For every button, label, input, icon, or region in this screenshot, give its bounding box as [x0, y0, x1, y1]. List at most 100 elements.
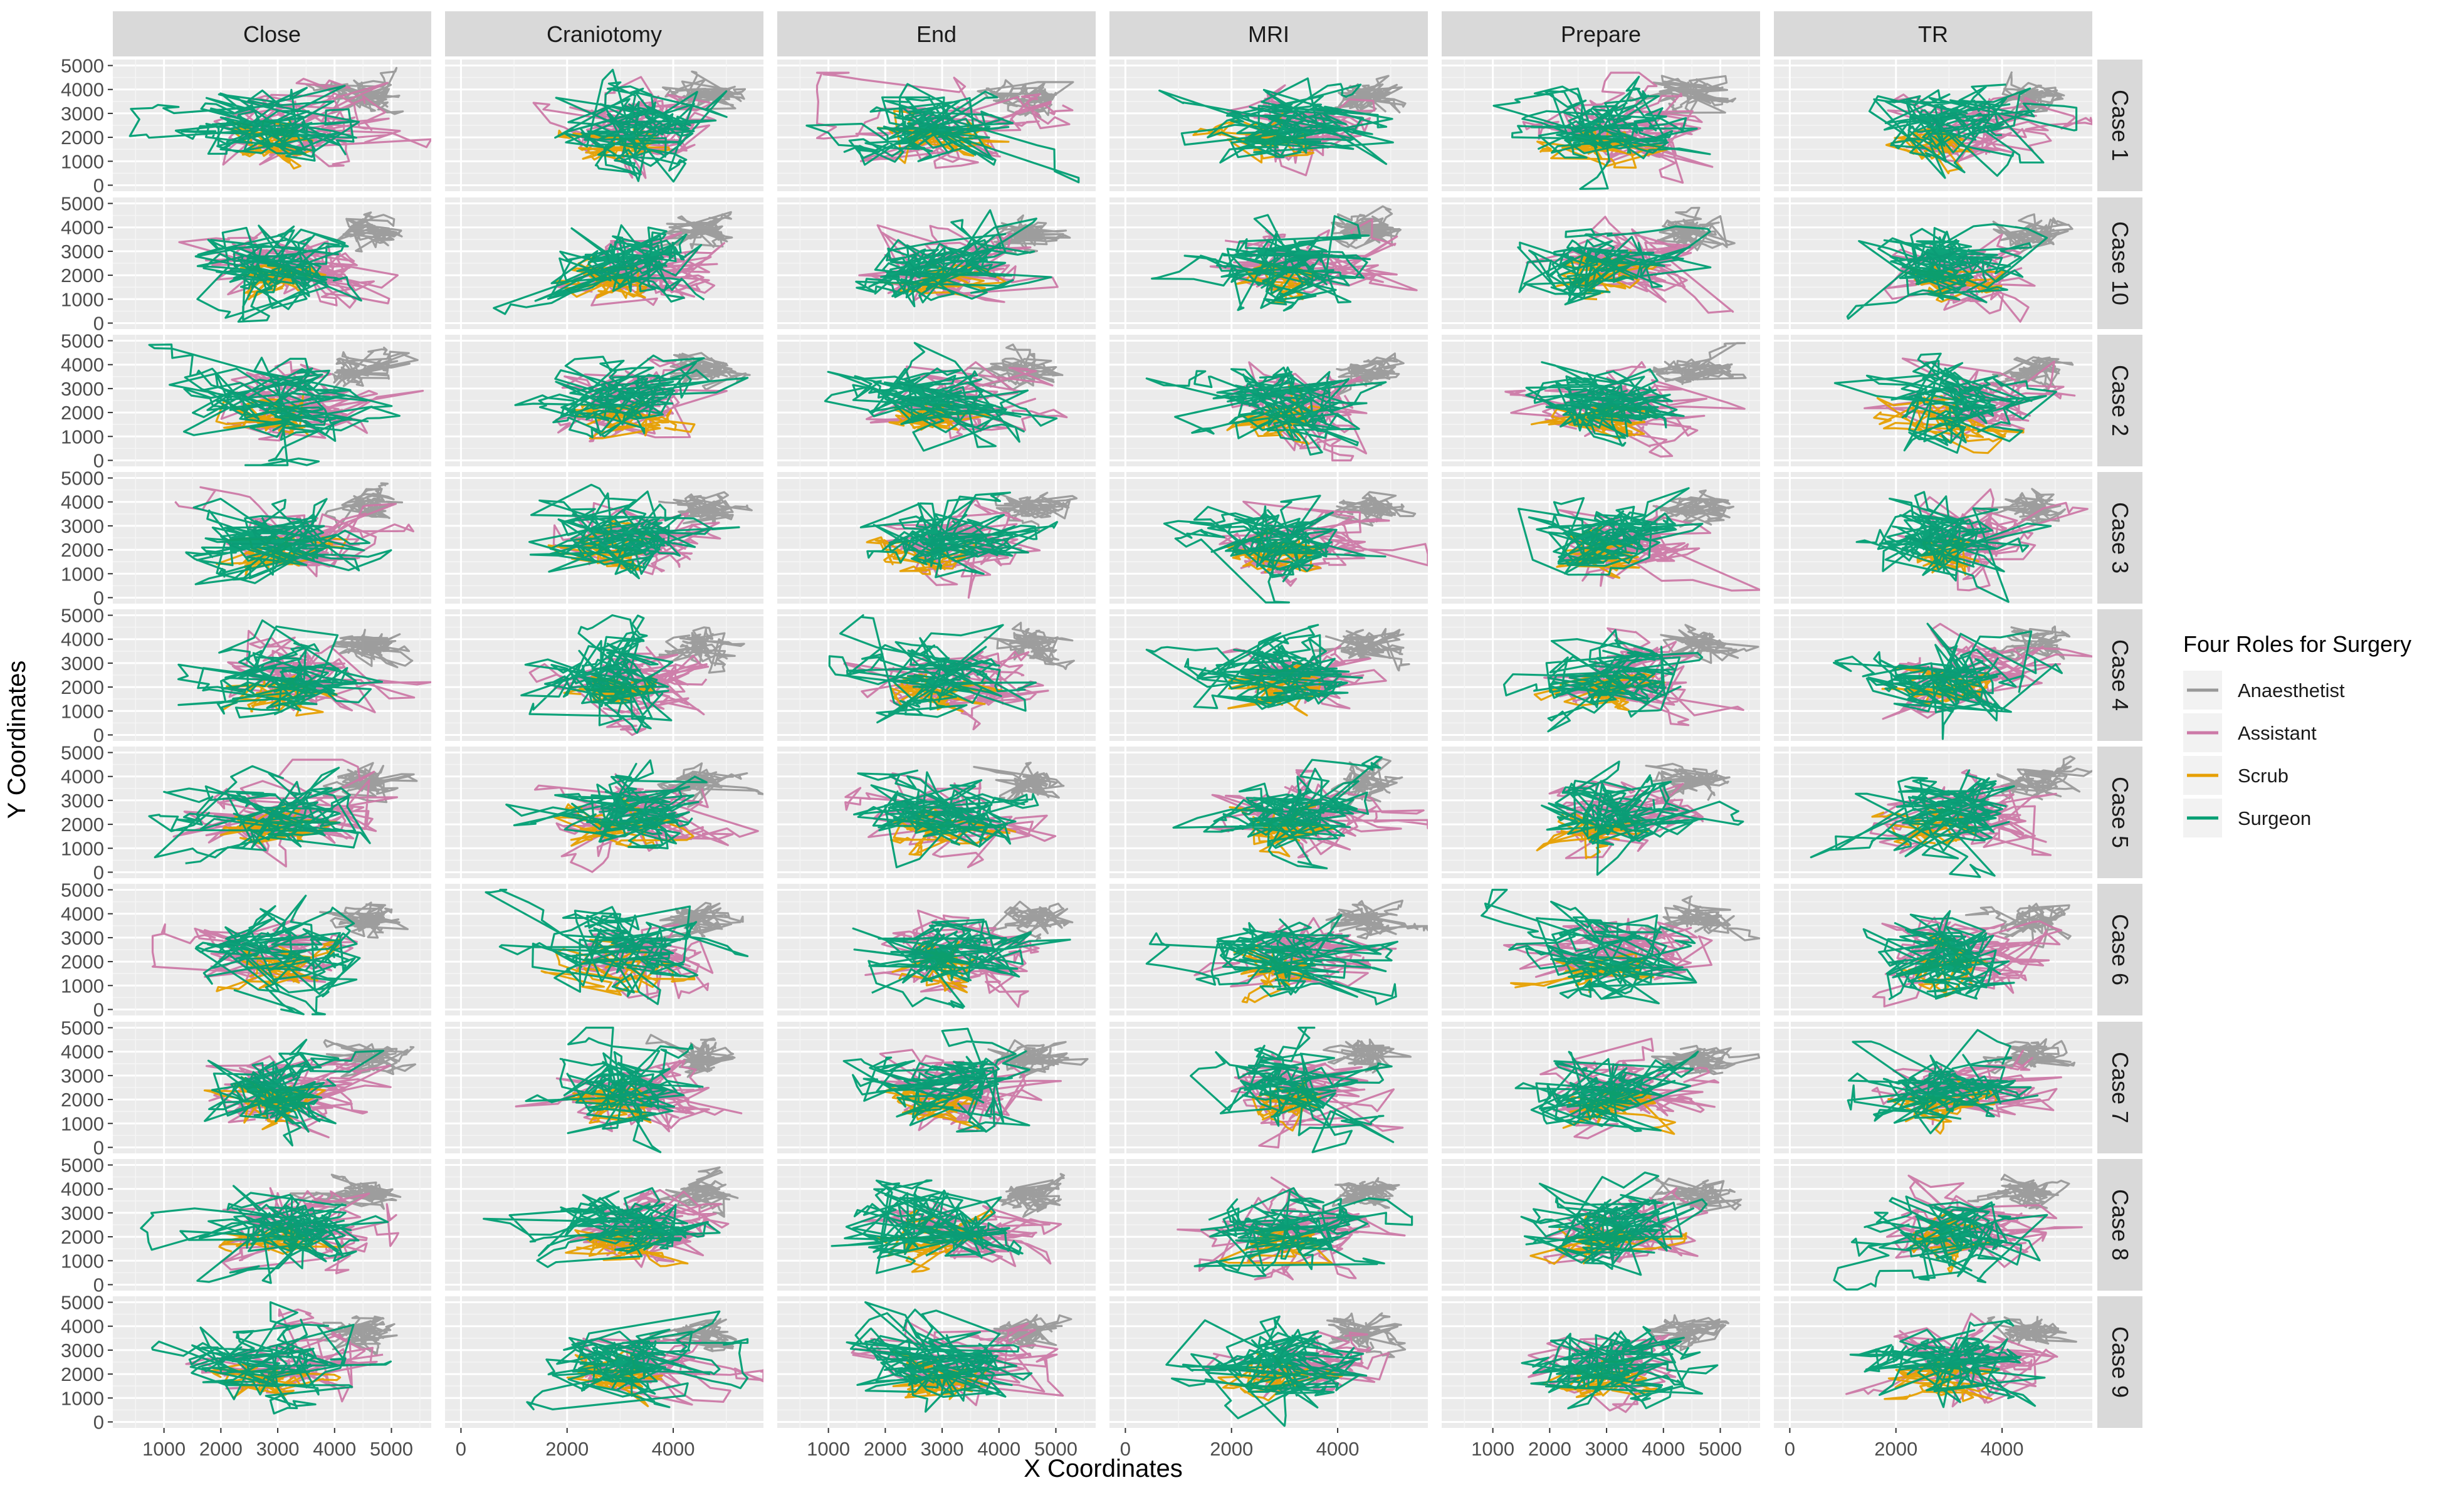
path-anaesthetist [331, 346, 419, 389]
y-tick-label: 3000 [61, 1202, 104, 1224]
y-tick-label: 2000 [61, 1089, 104, 1111]
strip-case-5-bg [2097, 747, 2142, 878]
panel-mri-case-4 [1109, 609, 1428, 741]
y-tick-label: 2000 [61, 676, 104, 698]
legend-title: Four Roles for Surgery [2183, 631, 2411, 657]
path-surgeon [514, 354, 749, 439]
x-tick-label: 4000 [313, 1438, 356, 1460]
path-scrub [1884, 1360, 2000, 1402]
panel-craniotomy-case-3 [445, 472, 763, 604]
path-surgeon [805, 83, 1080, 184]
path-surgeon [828, 614, 1037, 724]
panel-end-case-2 [777, 335, 1096, 466]
y-tick-label: 4000 [61, 217, 104, 239]
path-surgeon [148, 765, 371, 864]
y-tick-label: 4000 [61, 354, 104, 376]
path-assistant [1845, 1313, 2058, 1408]
panel-close-case-2 [113, 335, 431, 466]
y-tick-label: 2000 [61, 814, 104, 836]
x-tick-label: 4000 [977, 1438, 1020, 1460]
y-tick-label: 5000 [61, 1292, 104, 1314]
x-tick-label: 5000 [1034, 1438, 1077, 1460]
panel-prepare-case-5 [1442, 747, 1760, 878]
path-anaesthetist [634, 1166, 739, 1218]
y-tick-label: 4000 [61, 79, 104, 101]
panel-craniotomy-case-7 [445, 1022, 763, 1153]
strip-case-2: Case 2 [2107, 365, 2133, 436]
panel-tr-case-3 [1774, 472, 2092, 604]
y-tick-label: 2000 [61, 951, 104, 973]
panel-end-case-5 [777, 747, 1096, 878]
strip-prepare-bg [1442, 11, 1760, 56]
path-surgeon [505, 759, 708, 849]
path-surgeon [1492, 75, 1711, 190]
y-tick-label: 0 [93, 1411, 104, 1433]
path-surgeon [1163, 495, 1387, 604]
path-surgeon [194, 224, 362, 323]
panel-craniotomy-case-2 [445, 335, 763, 466]
panel-close-case-4 [113, 609, 431, 741]
row-strips: Case 1 Case 10 Case 2 Case 3 Case 4 Case 5 Cas… [2097, 60, 2142, 1428]
x-axis-title: X Coordinates [1024, 1455, 1182, 1482]
strip-case-7-bg [2097, 1022, 2142, 1153]
x-tick-label: 4000 [652, 1438, 695, 1460]
legend-label: Surgeon [2238, 807, 2311, 829]
y-tick-label: 3000 [61, 1065, 104, 1087]
panels [113, 60, 2092, 1428]
strip-case-9: Case 9 [2107, 1326, 2133, 1398]
path-surgeon [1190, 1026, 1395, 1153]
path-anaesthetist [997, 1173, 1066, 1218]
panel-prepare-case-6 [1442, 884, 1760, 1015]
path-anaesthetist [1649, 342, 1747, 385]
path-surgeon [1145, 366, 1387, 456]
panel-prepare-case-3 [1442, 472, 1760, 604]
path-surgeon [1145, 624, 1363, 710]
panel-tr-case-9 [1774, 1296, 2092, 1428]
y-tick-label: 4000 [61, 903, 104, 925]
y-tick-label: 5000 [61, 468, 104, 490]
y-tick-label: 0 [93, 861, 104, 883]
panel-craniotomy-case-1 [445, 60, 763, 191]
path-anaesthetist [967, 344, 1064, 391]
path-surgeon [148, 344, 401, 466]
x-tick-label: 2000 [199, 1438, 243, 1460]
path-surgeon [194, 894, 361, 1015]
x-tick-label: 3000 [1585, 1438, 1628, 1460]
path-assistant [1177, 1177, 1406, 1281]
path-surgeon [1849, 1319, 2046, 1408]
path-anaesthetist [1644, 489, 1734, 528]
y-tick-label: 5000 [61, 605, 104, 627]
y-tick-label: 5000 [61, 1155, 104, 1177]
path-anaesthetist [330, 629, 414, 669]
y-tick-label: 0 [93, 312, 104, 334]
panel-craniotomy-case-8 [445, 1159, 763, 1291]
path-anaesthetist [1996, 755, 2092, 801]
y-tick-label: 1000 [61, 1250, 104, 1272]
y-tick-label: 1000 [61, 700, 104, 722]
path-anaesthetist [1645, 895, 1760, 941]
y-tick-label: 1000 [61, 837, 104, 859]
legend-item-assistant: Assistant [2183, 713, 2317, 752]
y-tick-label: 0 [93, 724, 104, 746]
panel-tr-case-4 [1774, 609, 2092, 741]
y-tick-label: 5000 [61, 1017, 104, 1039]
strip-case-10-bg [2097, 197, 2142, 329]
path-anaesthetist [658, 491, 753, 525]
path-anaesthetist [983, 621, 1075, 670]
panel-tr-case-1 [1774, 60, 2092, 191]
panel-tr-case-5 [1774, 747, 2092, 878]
y-tick-label: 3000 [61, 378, 104, 400]
path-assistant [858, 224, 1059, 303]
path-anaesthetist [1323, 1038, 1412, 1074]
panel-mri-case-9 [1109, 1296, 1428, 1428]
panel-mri-case-10 [1109, 197, 1428, 329]
path-surgeon [1193, 1187, 1413, 1277]
path-anaesthetist [977, 79, 1074, 118]
y-tick-label: 0 [93, 174, 104, 196]
path-surgeon [1833, 352, 2057, 454]
legend-item-anaesthetist: Anaesthetist [2183, 671, 2345, 710]
y-tick-label: 0 [93, 1274, 104, 1296]
path-anaesthetist [336, 211, 403, 253]
y-tick-label: 4000 [61, 629, 104, 651]
path-surgeon [1541, 760, 1744, 876]
